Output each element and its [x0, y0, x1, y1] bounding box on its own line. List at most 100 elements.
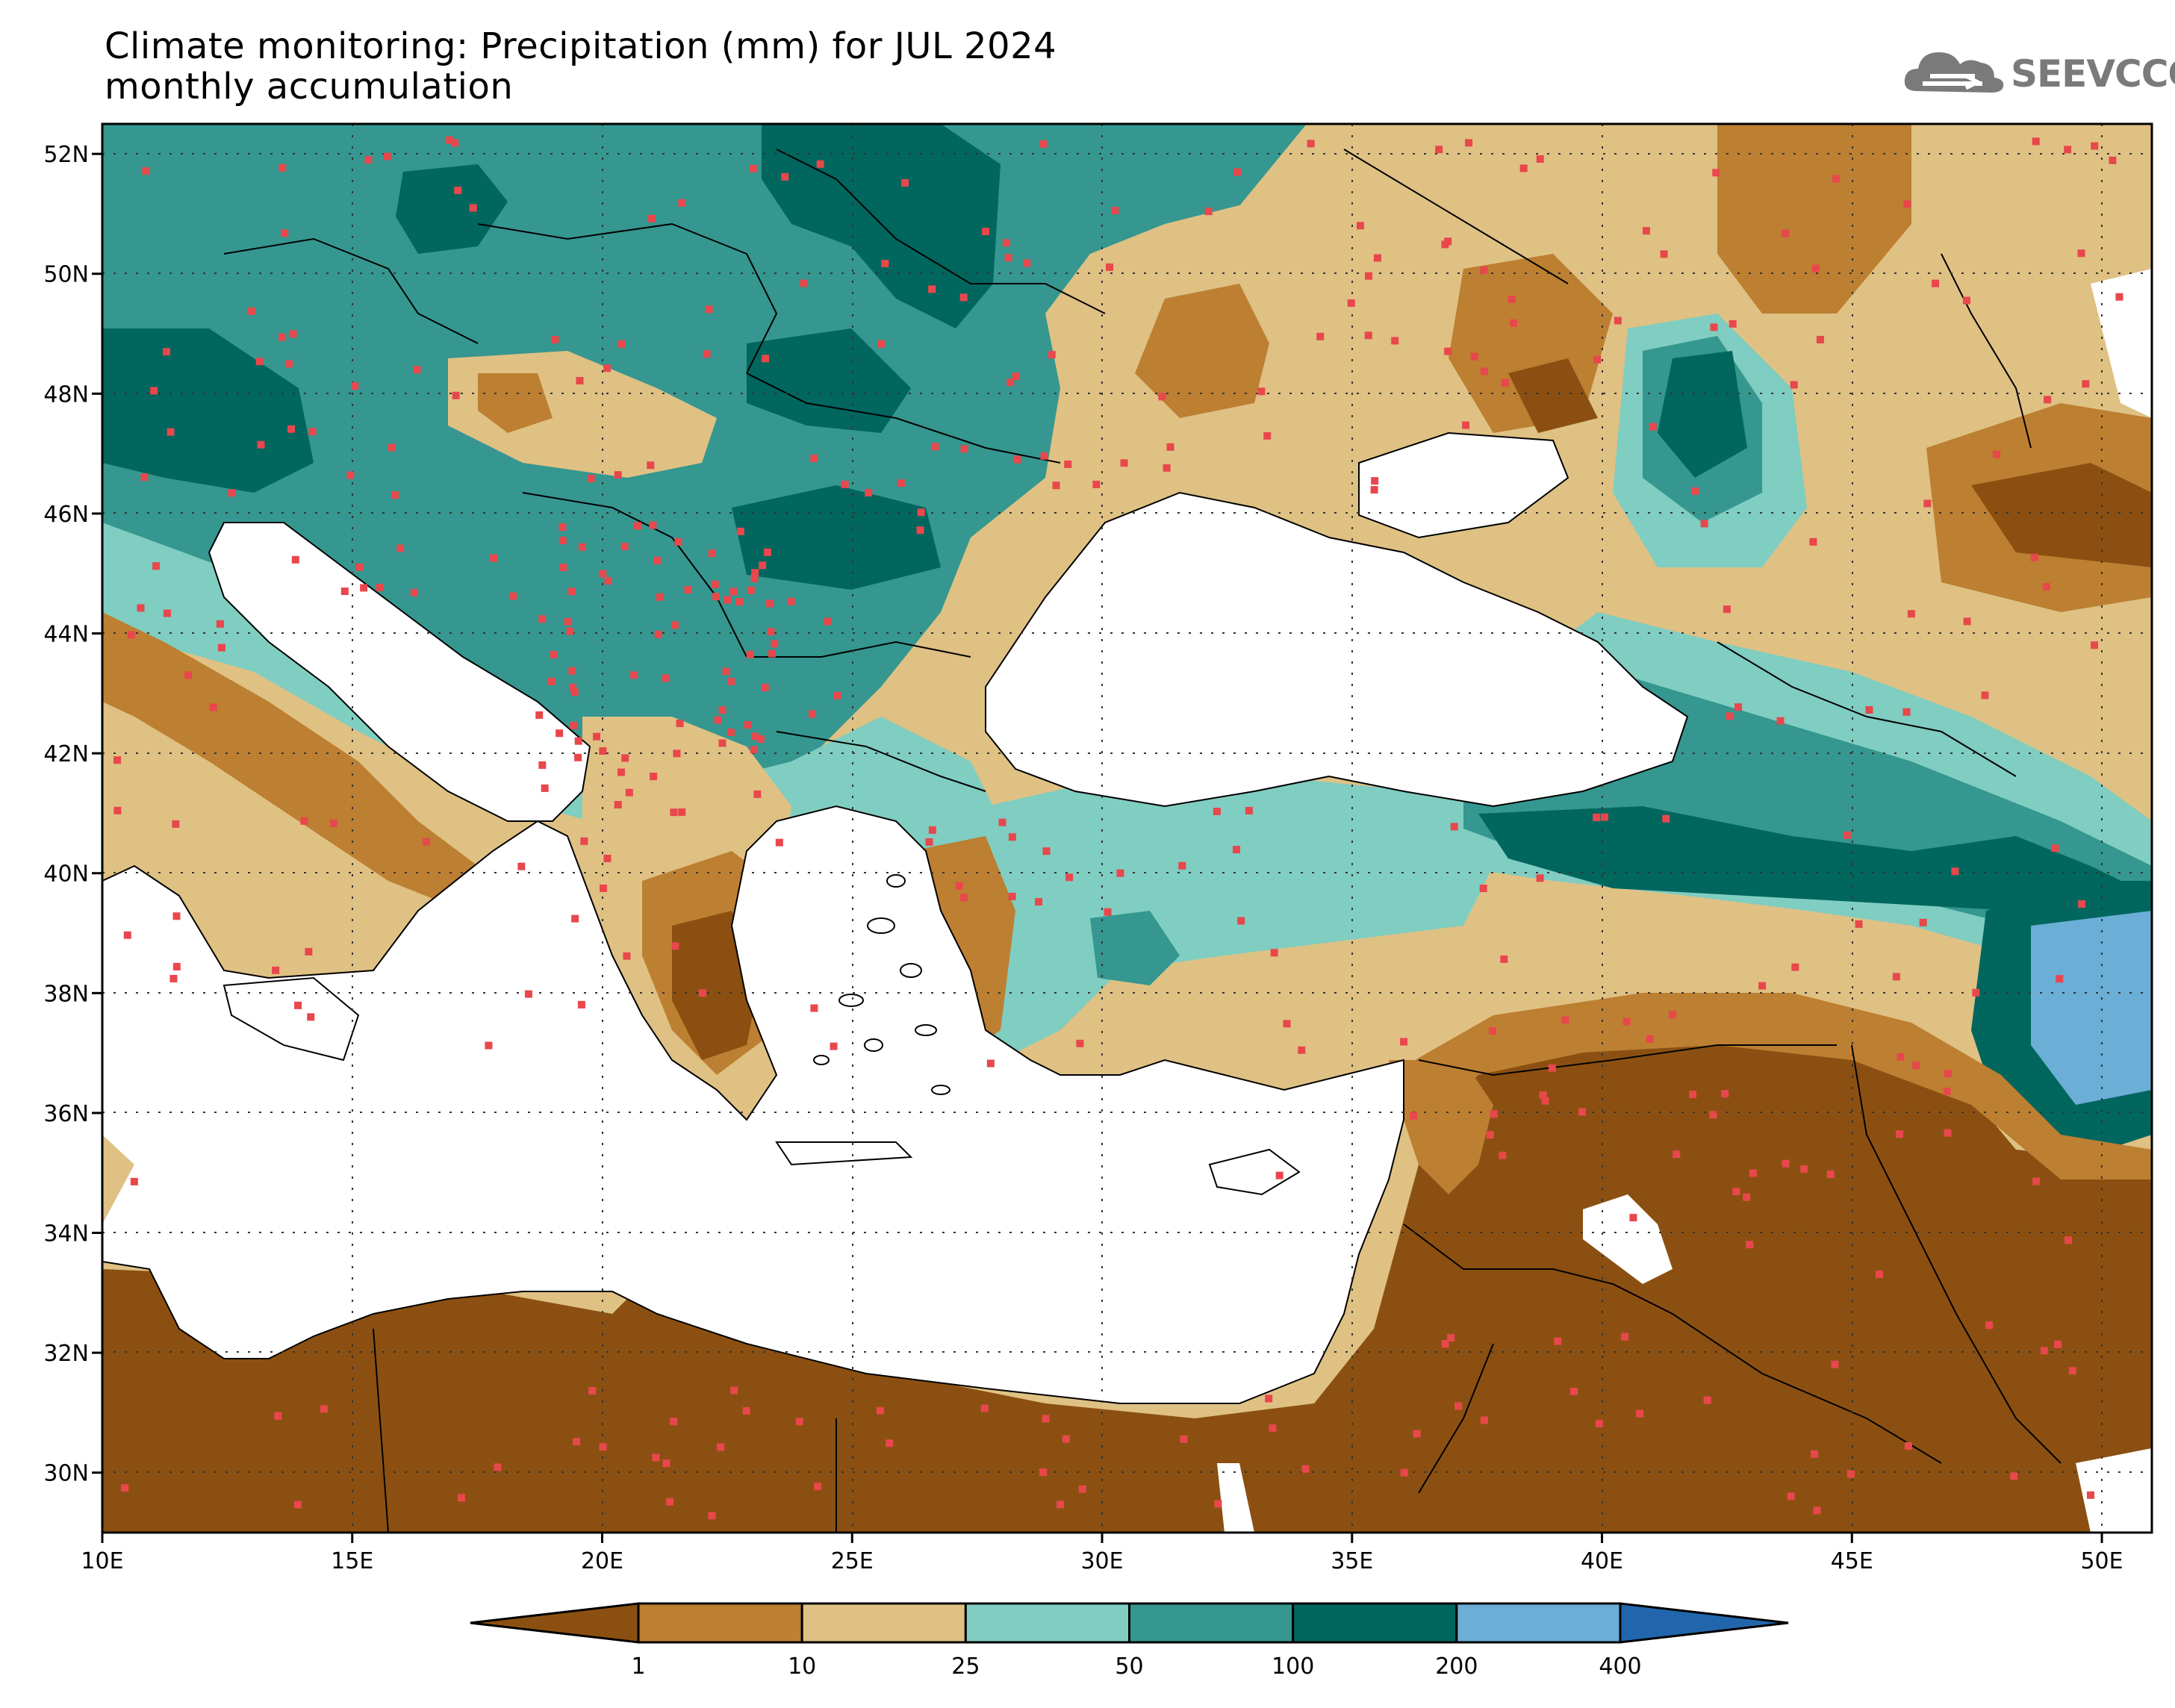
station-marker: [340, 587, 349, 596]
station-marker: [676, 720, 684, 728]
station-marker: [300, 817, 308, 825]
station-marker: [698, 989, 706, 997]
colorbar-label: 100: [1272, 1654, 1314, 1680]
station-marker: [1944, 1070, 1952, 1078]
lon-tick-label: 40E: [1581, 1548, 1623, 1574]
station-marker: [718, 706, 726, 714]
precip-wetter-pontic: [1478, 806, 2152, 918]
station-marker: [678, 199, 686, 207]
lat-tick-label: 30N: [43, 1461, 89, 1487]
station-marker: [1298, 1046, 1306, 1054]
lon-tick-label: 35E: [1331, 1548, 1373, 1574]
station-marker: [1932, 279, 1940, 287]
station-marker: [824, 617, 832, 626]
station-marker: [1006, 378, 1015, 387]
lat-tick-label: 40N: [43, 861, 89, 888]
station-marker: [1712, 169, 1720, 177]
station-marker: [810, 455, 818, 463]
station-marker: [1776, 717, 1785, 725]
station-marker: [841, 480, 849, 488]
station-marker: [1892, 973, 1900, 981]
lon-tick-label: 50E: [2080, 1548, 2123, 1574]
station-marker: [209, 703, 217, 711]
station-marker: [633, 522, 641, 530]
station-marker: [576, 376, 584, 384]
station-marker: [886, 1439, 894, 1447]
station-marker: [1621, 1333, 1629, 1341]
station-marker: [287, 425, 295, 433]
colorbar-bin: [964, 1602, 1131, 1644]
station-marker: [1800, 1165, 1808, 1174]
station-marker: [255, 358, 264, 366]
station-marker: [917, 508, 925, 517]
station-marker: [452, 391, 460, 399]
station-marker: [1214, 1500, 1222, 1508]
station-marker: [1743, 1193, 1751, 1201]
station-marker: [2040, 1347, 2048, 1355]
station-marker: [787, 597, 795, 605]
station-marker: [775, 838, 783, 847]
station-marker: [538, 615, 547, 623]
station-marker: [673, 749, 681, 758]
station-marker: [1903, 200, 1911, 208]
station-marker: [897, 479, 905, 487]
station-marker: [410, 588, 418, 596]
station-marker: [1501, 378, 1509, 387]
station-marker: [726, 728, 735, 736]
station-marker: [351, 382, 359, 390]
precip-core-romania: [747, 328, 911, 433]
map-title: Climate monitoring: Precipitation (mm) f…: [105, 25, 1057, 67]
station-marker: [762, 355, 770, 363]
station-marker: [959, 293, 968, 302]
station-marker: [761, 683, 769, 691]
station-marker: [1062, 1435, 1070, 1443]
station-marker: [671, 942, 679, 950]
station-marker: [1441, 1340, 1449, 1348]
station-marker: [865, 489, 873, 497]
station-marker: [2056, 975, 2064, 983]
station-marker: [556, 729, 564, 738]
station-marker: [574, 737, 582, 745]
station-marker: [1832, 175, 1840, 183]
station-marker: [577, 1000, 585, 1009]
station-marker: [810, 1004, 818, 1012]
station-marker: [1734, 703, 1743, 711]
station-marker: [1972, 988, 1980, 997]
station-marker: [566, 627, 574, 635]
station-marker: [1790, 381, 1798, 389]
station-marker: [1904, 1441, 1912, 1450]
station-marker: [599, 1443, 607, 1451]
precip-drier-anatolia-south: [1389, 993, 2152, 1179]
station-marker: [1548, 1064, 1556, 1072]
station-marker: [670, 621, 679, 629]
station-marker: [184, 671, 193, 679]
station-marker: [274, 1412, 282, 1420]
station-marker: [2109, 156, 2117, 164]
lon-tick-label: 10E: [81, 1548, 123, 1574]
station-marker: [1012, 373, 1020, 381]
colorbar-bin: [800, 1602, 967, 1644]
station-marker: [593, 732, 601, 741]
station-marker: [1570, 1387, 1578, 1395]
station-marker: [1265, 1394, 1273, 1403]
station-marker: [1500, 955, 1508, 963]
station-marker: [1993, 450, 2001, 458]
lon-tick-label: 45E: [1831, 1548, 1873, 1574]
station-marker: [247, 307, 255, 315]
station-marker: [2068, 1367, 2076, 1375]
station-marker: [666, 1497, 674, 1506]
station-marker: [750, 746, 759, 754]
station-marker: [876, 1406, 884, 1415]
coastlines: [102, 431, 1689, 1404]
lat-tick-label: 42N: [43, 741, 89, 767]
colorbar-max-arrow: [1619, 1602, 1789, 1644]
station-marker: [960, 894, 968, 902]
station-marker: [753, 790, 762, 798]
station-marker: [1539, 1091, 1547, 1099]
colorbar-bin: [637, 1602, 803, 1644]
station-marker: [750, 732, 759, 741]
station-marker: [603, 364, 612, 373]
station-marker: [1410, 1112, 1418, 1120]
station-marker: [746, 650, 754, 658]
station-marker: [307, 1013, 315, 1021]
